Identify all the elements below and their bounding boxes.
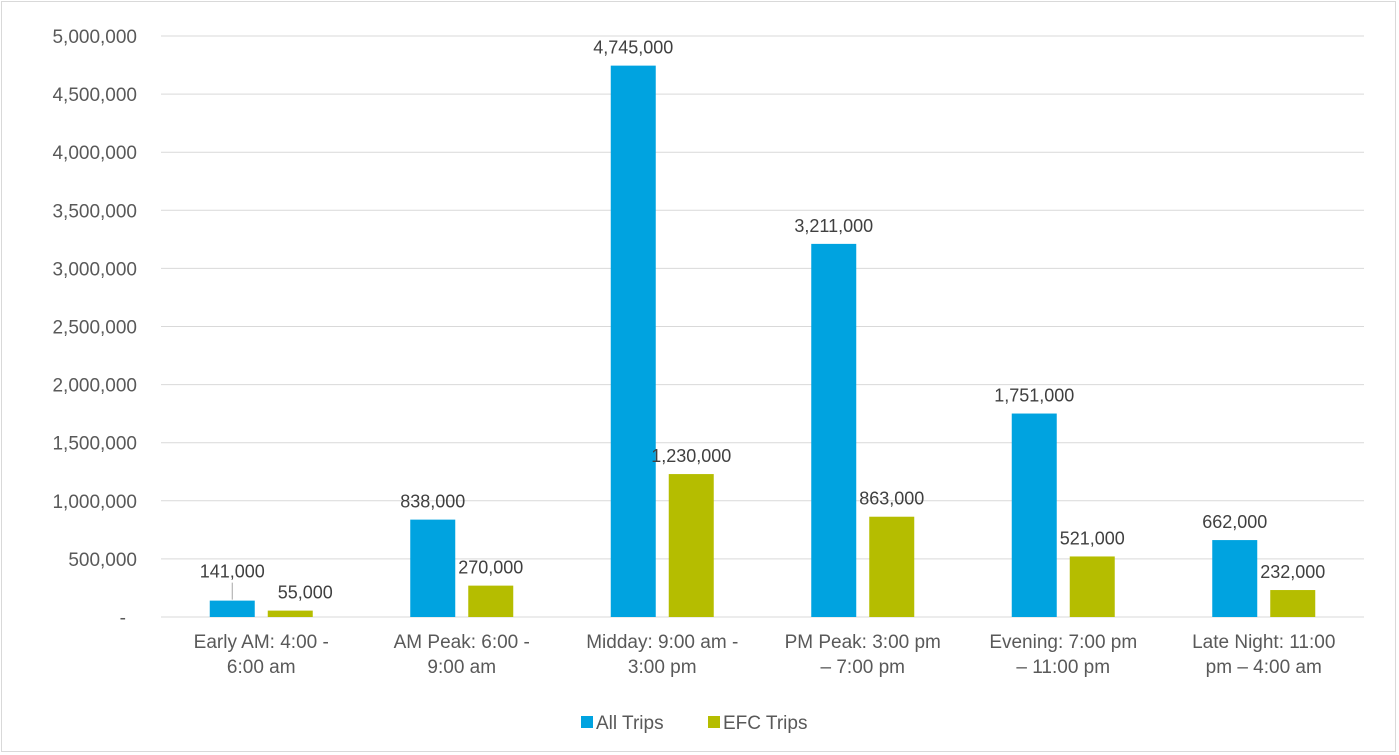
y-tick-label: 5,000,000	[52, 27, 137, 48]
bar-efc-trips	[869, 516, 915, 617]
legend-label: All Trips	[596, 713, 664, 734]
y-tick-label: 3,000,000	[52, 259, 137, 280]
data-label: 270,000	[458, 558, 523, 578]
data-label: 838,000	[400, 492, 465, 512]
bar-all-trips	[1212, 540, 1258, 617]
x-tick-label: Late Night: 11:00	[1192, 632, 1335, 653]
bar-all-trips	[410, 519, 456, 617]
bar-all-trips	[209, 600, 255, 617]
x-tick-label: – 7:00 pm	[821, 657, 906, 678]
bar-efc-trips	[668, 474, 714, 617]
bar-efc-trips	[468, 585, 514, 617]
x-tick-label: 6:00 am	[227, 657, 296, 678]
data-label: 3,211,000	[794, 216, 873, 236]
y-tick-label: -	[120, 608, 126, 629]
x-tick-label: – 11:00 pm	[1016, 657, 1110, 678]
x-tick-label: PM Peak: 3:00 pm	[785, 632, 941, 653]
bar-all-trips	[811, 243, 857, 617]
legend-swatch	[581, 716, 593, 728]
bar-efc-trips	[1270, 590, 1316, 617]
x-tick-label: 3:00 pm	[628, 657, 697, 678]
y-tick-label: 1,500,000	[52, 434, 137, 455]
x-tick-label: 9:00 am	[427, 657, 496, 678]
data-label: 521,000	[1060, 528, 1125, 548]
x-tick-label: Evening: 7:00 pm	[989, 632, 1137, 653]
bar-efc-trips	[1069, 556, 1115, 617]
x-tick-label: AM Peak: 6:00 -	[394, 632, 530, 653]
y-tick-label: 4,000,000	[52, 143, 137, 164]
bar-all-trips	[1011, 413, 1057, 617]
y-tick-label: 2,500,000	[52, 318, 137, 339]
bar-efc-trips	[267, 610, 313, 617]
bar-all-trips	[610, 65, 656, 618]
y-tick-label: 2,000,000	[52, 376, 137, 397]
legend-swatch	[708, 716, 720, 728]
data-label: 4,745,000	[593, 38, 673, 58]
x-tick-label: pm – 4:00 am	[1206, 657, 1322, 678]
y-tick-label: 1,000,000	[52, 492, 137, 513]
data-label: 1,751,000	[994, 386, 1074, 406]
data-label: 232,000	[1260, 562, 1325, 582]
legend-label: EFC Trips	[723, 713, 807, 734]
y-tick-label: 3,500,000	[52, 201, 137, 222]
data-label: 662,000	[1202, 512, 1267, 532]
data-label: 1,230,000	[651, 446, 731, 466]
data-label: 141,000	[200, 562, 265, 582]
y-tick-label: 500,000	[68, 550, 137, 571]
x-tick-label: Midday: 9:00 am -	[586, 632, 738, 653]
data-label: 863,000	[859, 489, 924, 509]
data-label: 55,000	[278, 583, 333, 603]
x-tick-label: Early AM: 4:00 -	[194, 632, 329, 653]
y-tick-label: 4,500,000	[52, 85, 137, 106]
